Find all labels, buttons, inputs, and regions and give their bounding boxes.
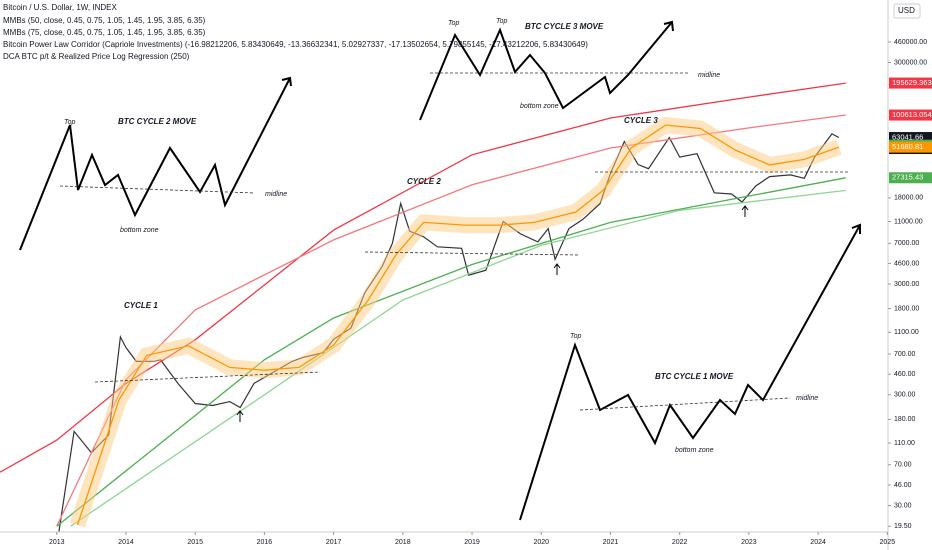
price-tag-label: 195629.363: [892, 78, 932, 87]
x-tick-label: 2014: [118, 539, 134, 546]
dashed-line: [94, 371, 321, 383]
price-tag: [889, 172, 932, 184]
x-tick-label: 2023: [741, 539, 757, 546]
y-tick-label: 30.00: [894, 502, 912, 509]
price-tag: [889, 109, 932, 121]
annotation: Top: [448, 20, 460, 27]
y-tick-label: 11000.00: [894, 218, 923, 225]
y-tick-label: 460000.00: [894, 39, 927, 46]
plot: [0, 82, 846, 532]
annotation: bottom zone: [675, 447, 714, 454]
x-tick-label: 2013: [49, 539, 65, 546]
x-tick-label: 2022: [672, 539, 688, 546]
price-tag: [889, 77, 932, 89]
price-tag: [889, 141, 932, 153]
y-tick-label: 4600.00: [894, 260, 919, 267]
y-tick-label: 18000.00: [894, 195, 923, 202]
legend-entry: MMBs (75, close, 0.45, 0.75, 1.05, 1.45,…: [3, 28, 206, 37]
series-line: [56, 177, 846, 527]
price-tag-label: 100613.054: [892, 110, 932, 119]
x-tick-label: 2017: [326, 539, 342, 546]
annotation: Top: [570, 333, 582, 340]
y-tick-label: 70.00: [894, 462, 912, 469]
legend-entry: Bitcoin / U.S. Dollar, 1W, INDEX: [3, 3, 117, 12]
y-tick-label: 700.00: [894, 351, 916, 358]
midline: [59, 185, 256, 194]
legend: Bitcoin / U.S. Dollar, 1W, INDEX MMBs (5…: [3, 3, 588, 61]
x-tick-label: 2018: [395, 539, 411, 546]
y-tick-label: 7000.00: [894, 240, 919, 247]
price-tag-label: 51680.81: [892, 142, 923, 151]
y-tick-label: 46.00: [894, 482, 912, 489]
up-arrow: [741, 205, 749, 217]
annotation: midline: [796, 395, 818, 402]
legend-entry: DCA BTC p/t & Realized Price Log Regress…: [3, 52, 190, 61]
y-tick-label: 1100.00: [894, 329, 919, 336]
arrowhead: [281, 76, 292, 87]
annotation: CYCLE 1: [124, 301, 158, 310]
annotation: BTC CYCLE 1 MOVE: [655, 372, 734, 381]
series-line: [0, 82, 846, 473]
annotation: BTC CYCLE 3 MOVE: [525, 22, 604, 31]
y-tick-label: 460.00: [894, 371, 916, 378]
x-tick-label: 2021: [603, 539, 619, 546]
price-tag-label: 63041.66: [892, 133, 923, 142]
up-arrow: [236, 410, 244, 422]
y-tick-label: 110.00: [894, 440, 915, 447]
annotation: BTC CYCLE 2 MOVE: [118, 117, 197, 126]
series-line: [70, 189, 846, 527]
y-tick-label: 1800.00: [894, 305, 919, 312]
annotation: bottom zone: [120, 227, 159, 234]
y-tick-label: 3000.00: [894, 281, 919, 288]
zigzag: [419, 21, 673, 121]
annotation: CYCLE 3: [624, 116, 658, 125]
currency-box[interactable]: [893, 3, 921, 19]
price-tag-label: 27315.43: [892, 173, 923, 182]
x-tick-label: 2025: [880, 539, 896, 546]
x-tick-label: 2024: [810, 539, 826, 546]
up-arrow: [553, 263, 561, 275]
series-line: [58, 133, 840, 532]
annotation: bottom zone: [520, 103, 559, 110]
annotation: midline: [698, 72, 720, 79]
y-tick-label: 180.00: [894, 416, 916, 423]
y-tick-label: 300000.00: [894, 59, 927, 66]
annotation: Top: [64, 119, 76, 126]
midline: [579, 397, 791, 411]
zigzag: [19, 77, 291, 251]
arrowhead: [663, 20, 674, 32]
drawings: CYCLE 1 CYCLE 2 CYCLE 3 BTC CYCLE 2 MOVE…: [19, 18, 861, 521]
legend-entry: MMBs (50, close, 0.45, 0.75, 1.05, 1.45,…: [3, 16, 206, 25]
annotation: midline: [265, 191, 287, 198]
dashed-line: [364, 251, 581, 256]
series-line: [76, 124, 840, 526]
x-tick-label: 2016: [257, 539, 273, 546]
x-tick-label: 2019: [464, 539, 480, 546]
annotation: Top: [496, 18, 508, 25]
y-tick-label: 300.00: [894, 392, 916, 399]
y-tick-label: 19.50: [894, 523, 912, 530]
legend-entry: Bitcoin Power Law Corridor (Capriole Inv…: [3, 40, 588, 49]
currency: USD: [898, 6, 915, 15]
arrowhead: [851, 223, 861, 234]
annotation: CYCLE 2: [407, 177, 441, 186]
zigzag: [519, 224, 861, 521]
x-tick-label: 2020: [533, 539, 549, 546]
x-tick-label: 2015: [187, 539, 203, 546]
